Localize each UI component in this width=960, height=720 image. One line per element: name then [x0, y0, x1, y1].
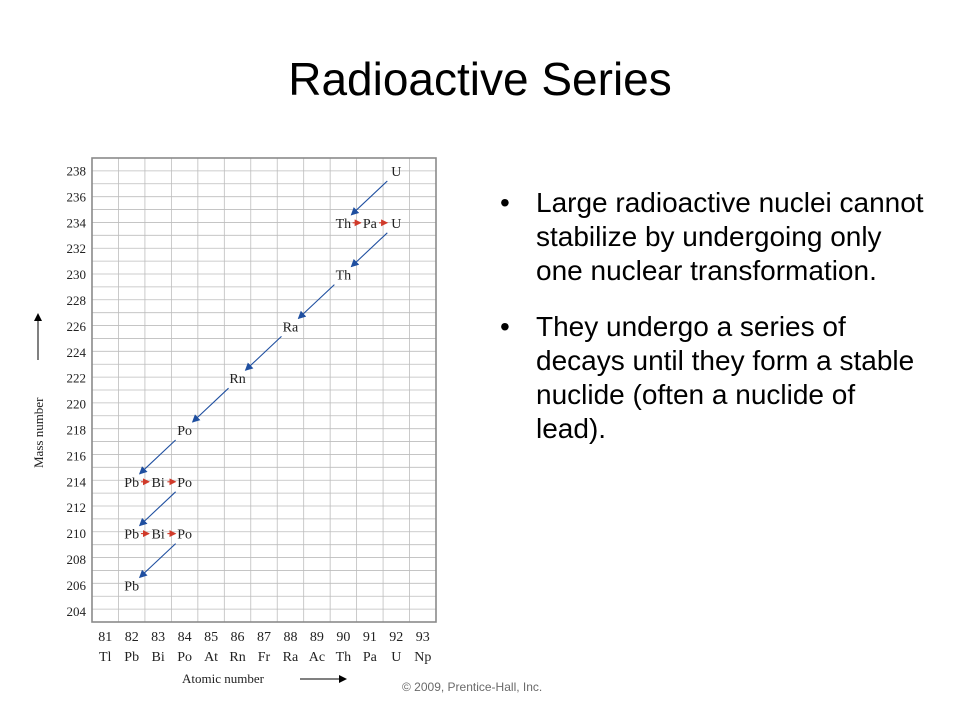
- bullet-dot: •: [500, 311, 510, 342]
- decay-arrows: [138, 180, 389, 579]
- mass-number-tick: 218: [67, 423, 87, 438]
- mass-number-tick: 206: [67, 578, 87, 593]
- alpha-decay-arrow: [138, 439, 176, 475]
- nuclide-label: Th: [336, 269, 352, 284]
- atomic-number-tick: 92: [389, 630, 403, 645]
- atomic-number-tick: 81: [98, 630, 112, 645]
- nuclide-label: Po: [177, 476, 192, 491]
- element-symbol-tick: Ra: [283, 650, 299, 665]
- alpha-decay-arrow: [138, 491, 176, 527]
- element-symbol-tick: Th: [336, 650, 352, 665]
- mass-number-tick: 238: [67, 164, 87, 179]
- atomic-number-tick: 89: [310, 630, 324, 645]
- atomic-number-tick: 90: [336, 630, 350, 645]
- mass-number-tick: 216: [67, 448, 87, 463]
- alpha-decay-arrow: [350, 180, 388, 216]
- nuclide-label: Pb: [124, 528, 139, 543]
- mass-number-tick: 224: [67, 345, 87, 360]
- nuclide-label: U: [391, 165, 401, 180]
- bullet-item: • Large radioactive nuclei cannot stabil…: [496, 186, 926, 288]
- element-symbol-tick: U: [391, 650, 401, 665]
- atomic-number-tick: 91: [363, 630, 377, 645]
- copyright-notice: © 2009, Prentice-Hall, Inc.: [402, 680, 543, 694]
- nuclide-label: Bi: [152, 528, 165, 543]
- element-symbol-tick: Np: [414, 650, 431, 665]
- bullet-list: • Large radioactive nuclei cannot stabil…: [496, 186, 926, 468]
- bullet-text: Large radioactive nuclei cannot stabiliz…: [536, 187, 924, 286]
- atomic-number-tick: 88: [283, 630, 297, 645]
- mass-number-tick: 208: [67, 552, 87, 567]
- diagram-grid: [91, 157, 437, 623]
- element-symbol-tick: Tl: [99, 650, 112, 665]
- x-axis-label: Atomic number: [182, 671, 265, 686]
- diagram-axes: 238 236 234 232 230 228 226 224 222 220 218 216 214 2…: [31, 164, 431, 687]
- alpha-decay-arrow: [244, 335, 282, 371]
- bullet-text: They undergo a series of decays until th…: [536, 311, 915, 444]
- y-axis-label: Mass number: [31, 397, 46, 468]
- nuclide-label: Ra: [283, 320, 299, 335]
- nuclide-label: Bi: [152, 476, 165, 491]
- element-symbol-tick: Bi: [152, 650, 165, 665]
- mass-number-tick: 210: [67, 526, 87, 541]
- atomic-number-tick: 93: [416, 630, 430, 645]
- atomic-number-tick: 86: [231, 630, 245, 645]
- alpha-decay-arrow: [350, 232, 388, 268]
- slide-title: Radioactive Series: [288, 53, 672, 105]
- mass-number-tick: 212: [67, 500, 87, 515]
- nuclide-label: U: [391, 217, 401, 232]
- mass-number-tick: 214: [67, 474, 87, 489]
- mass-number-tick: 230: [67, 267, 87, 282]
- element-symbol-tick: Pa: [363, 650, 378, 665]
- element-symbol-tick: Ac: [309, 650, 325, 665]
- mass-number-tick: 228: [67, 293, 87, 308]
- nuclide-label: Pa: [363, 217, 378, 232]
- atomic-number-tick: 84: [178, 630, 192, 645]
- mass-number-tick: 232: [67, 241, 87, 256]
- nuclide-label: Po: [177, 528, 192, 543]
- atomic-number-tick: 87: [257, 630, 271, 645]
- nuclide-label: Pb: [124, 579, 139, 594]
- mass-number-tick: 204: [67, 604, 87, 619]
- nuclide-label: Th: [336, 217, 352, 232]
- mass-number-tick: 220: [67, 397, 87, 412]
- mass-number-tick: 236: [67, 189, 87, 204]
- element-symbol-tick: At: [204, 650, 218, 665]
- element-symbol-tick: Pb: [124, 650, 139, 665]
- nuclide-labels: U Th Pa U Th Ra Rn Po Pb Bi Po Pb Bi Po Pb: [124, 165, 401, 594]
- atomic-number-tick: 82: [125, 630, 139, 645]
- element-symbol-tick: Po: [177, 650, 192, 665]
- atomic-number-tick: 85: [204, 630, 218, 645]
- bullet-item: • They undergo a series of decays until …: [496, 310, 926, 446]
- alpha-decay-arrow: [297, 284, 335, 320]
- mass-number-tick: 222: [67, 371, 87, 386]
- grid-frame: [91, 157, 437, 623]
- nuclide-label: Rn: [229, 372, 245, 387]
- atomic-number-tick: 83: [151, 630, 165, 645]
- nuclide-label: Po: [177, 424, 192, 439]
- mass-number-tick: 226: [67, 319, 87, 334]
- bullet-dot: •: [500, 187, 510, 218]
- alpha-decay-arrow: [191, 387, 229, 423]
- element-symbol-tick: Rn: [229, 650, 245, 665]
- mass-number-tick: 234: [67, 215, 87, 230]
- element-symbol-tick: Fr: [258, 650, 271, 665]
- alpha-decay-arrow: [138, 543, 176, 579]
- nuclide-label: Pb: [124, 476, 139, 491]
